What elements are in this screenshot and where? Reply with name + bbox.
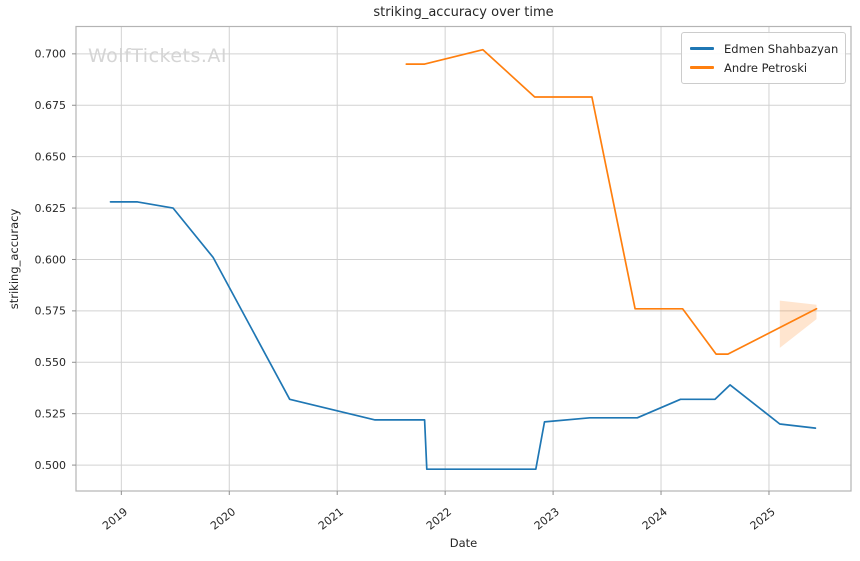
confidence-band	[779, 300, 817, 348]
x-tick-label: 2019	[100, 505, 130, 532]
y-tick-label: 0.600	[35, 253, 67, 266]
series-line-andre-petroski	[405, 48, 818, 355]
plot-frame	[75, 25, 852, 492]
y-tick-label: 0.700	[35, 48, 67, 61]
y-tick-label: 0.525	[35, 407, 67, 420]
legend-label: Andre Petroski	[724, 60, 808, 75]
legend-label: Edmen Shahbazyan	[724, 41, 839, 56]
y-tick-label: 0.650	[35, 150, 67, 163]
y-tick-label: 0.625	[35, 202, 67, 215]
y-tick-label: 0.550	[35, 356, 67, 369]
legend-line-swatch	[690, 66, 714, 69]
y-tick-label: 0.500	[35, 459, 67, 472]
watermark: WolfTickets.AI	[88, 45, 228, 67]
x-tick-label: 2022	[424, 505, 454, 532]
y-tick-label: 0.675	[35, 99, 67, 112]
y-tick-label: 0.575	[35, 305, 67, 318]
x-tick-label: 2020	[208, 505, 238, 532]
x-tick-label: 2021	[316, 505, 346, 532]
y-axis-label: striking_accuracy	[7, 208, 21, 310]
series-line-edmen-shahbazyan	[109, 201, 817, 471]
legend-item: Edmen Shahbazyan	[690, 39, 839, 58]
legend-item: Andre Petroski	[690, 58, 837, 77]
x-tick-label: 2024	[640, 505, 670, 532]
legend: Edmen Shahbazyan Andre Petroski	[681, 32, 846, 84]
chart-title: striking_accuracy over time	[373, 5, 554, 20]
x-axis-label: Date	[449, 536, 478, 550]
x-tick-label: 2023	[532, 505, 562, 532]
legend-line-swatch	[690, 47, 714, 50]
x-tick-label: 2025	[748, 505, 778, 532]
